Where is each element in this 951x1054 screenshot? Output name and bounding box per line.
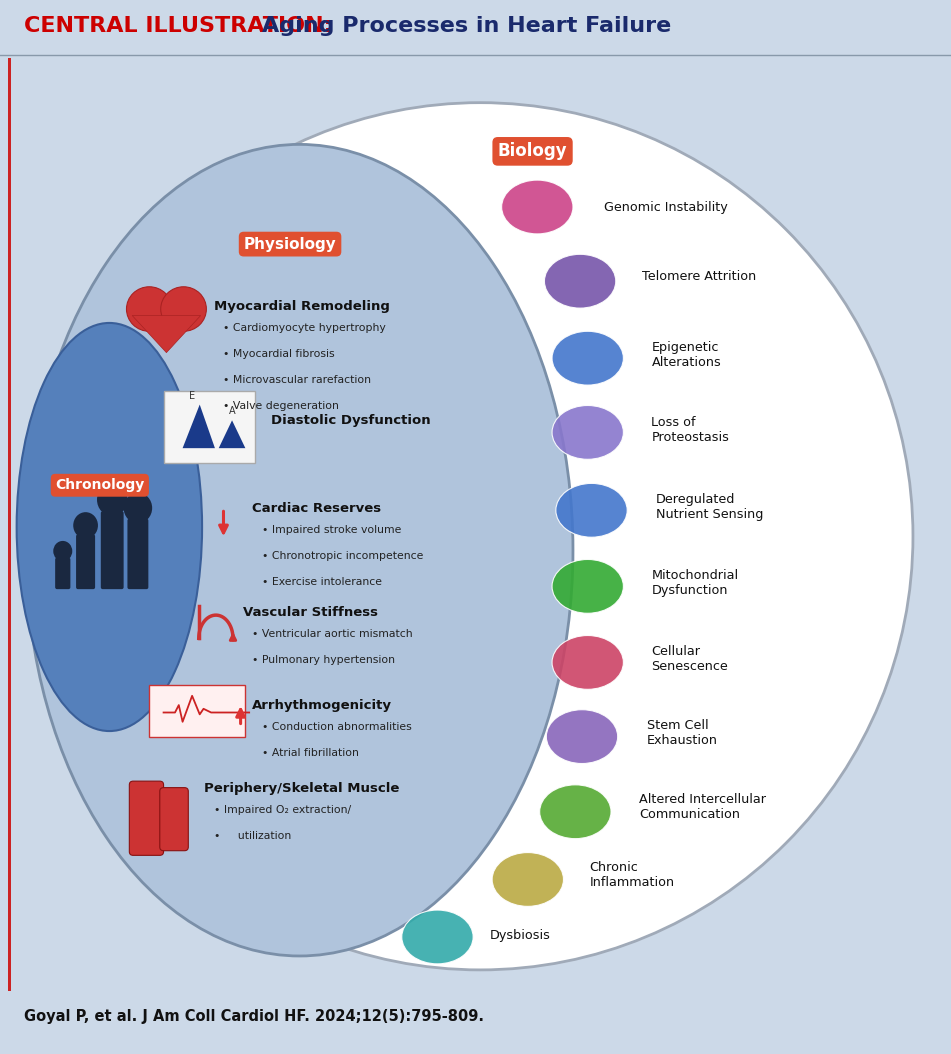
Text: CENTRAL ILLUSTRATION:: CENTRAL ILLUSTRATION: — [24, 16, 332, 36]
Ellipse shape — [540, 785, 611, 839]
FancyBboxPatch shape — [101, 511, 124, 589]
Ellipse shape — [552, 560, 624, 613]
Text: Diastolic Dysfunction: Diastolic Dysfunction — [271, 414, 431, 427]
Ellipse shape — [501, 180, 573, 234]
Text: • Conduction abnormalities: • Conduction abnormalities — [262, 722, 411, 731]
FancyBboxPatch shape — [76, 534, 95, 589]
Text: Vascular Stiffness: Vascular Stiffness — [243, 606, 378, 619]
Ellipse shape — [17, 323, 202, 731]
Text: • Valve degeneration: • Valve degeneration — [223, 401, 340, 411]
Text: Arrhythmogenicity: Arrhythmogenicity — [252, 699, 392, 711]
Text: • Impaired O₂ extraction/: • Impaired O₂ extraction/ — [214, 805, 351, 815]
Ellipse shape — [544, 254, 616, 308]
Ellipse shape — [126, 287, 172, 331]
Text: Deregulated
Nutrient Sensing: Deregulated Nutrient Sensing — [656, 492, 764, 521]
Text: • Myocardial fibrosis: • Myocardial fibrosis — [223, 349, 335, 359]
Ellipse shape — [552, 331, 624, 385]
Text: Altered Intercellular
Communication: Altered Intercellular Communication — [639, 793, 767, 821]
Text: • Chronotropic incompetence: • Chronotropic incompetence — [262, 551, 423, 561]
Text: Mitochondrial
Dysfunction: Mitochondrial Dysfunction — [651, 569, 739, 597]
Text: Physiology: Physiology — [243, 236, 337, 252]
Ellipse shape — [493, 853, 564, 906]
Text: Stem Cell
Exhaustion: Stem Cell Exhaustion — [647, 719, 718, 747]
Ellipse shape — [27, 144, 573, 956]
Text: Loss of
Proteostasis: Loss of Proteostasis — [651, 415, 729, 444]
Text: Genomic Instability: Genomic Instability — [604, 200, 728, 214]
Ellipse shape — [552, 636, 624, 689]
Text: Aging Processes in Heart Failure: Aging Processes in Heart Failure — [262, 16, 670, 36]
Ellipse shape — [161, 287, 206, 331]
Text: Telomere Attrition: Telomere Attrition — [642, 270, 756, 284]
FancyBboxPatch shape — [55, 558, 70, 589]
Text: E: E — [189, 391, 195, 401]
Text: Chronic
Inflammation: Chronic Inflammation — [590, 861, 675, 889]
Text: • Impaired stroke volume: • Impaired stroke volume — [262, 525, 401, 535]
Ellipse shape — [552, 406, 624, 460]
Ellipse shape — [73, 512, 98, 539]
FancyBboxPatch shape — [160, 787, 188, 851]
Text: Goyal P, et al. J Am Coll Cardiol HF. 2024;12(5):795-809.: Goyal P, et al. J Am Coll Cardiol HF. 20… — [24, 1009, 484, 1023]
Text: Myocardial Remodeling: Myocardial Remodeling — [214, 299, 390, 313]
Text: • Atrial fibrillation: • Atrial fibrillation — [262, 747, 359, 758]
Text: • Cardiomyocyte hypertrophy: • Cardiomyocyte hypertrophy — [223, 323, 386, 333]
Text: Dysbiosis: Dysbiosis — [490, 929, 551, 941]
Text: A: A — [229, 406, 235, 415]
Ellipse shape — [546, 709, 618, 763]
Polygon shape — [183, 405, 215, 448]
Ellipse shape — [97, 484, 127, 516]
FancyBboxPatch shape — [129, 781, 164, 856]
FancyBboxPatch shape — [164, 391, 255, 463]
Ellipse shape — [555, 484, 628, 538]
Text: • Pulmonary hypertension: • Pulmonary hypertension — [252, 655, 395, 665]
Text: Periphery/Skeletal Muscle: Periphery/Skeletal Muscle — [204, 782, 399, 795]
Ellipse shape — [53, 541, 72, 562]
Text: Cellular
Senescence: Cellular Senescence — [651, 645, 728, 672]
Ellipse shape — [401, 910, 474, 963]
Text: Chronology: Chronology — [55, 479, 145, 492]
Ellipse shape — [124, 492, 152, 523]
Text: Cardiac Reserves: Cardiac Reserves — [252, 502, 381, 515]
Text: • Exercise intolerance: • Exercise intolerance — [262, 578, 381, 587]
Text: • Ventricular aortic mismatch: • Ventricular aortic mismatch — [252, 629, 413, 639]
FancyBboxPatch shape — [127, 519, 148, 589]
Ellipse shape — [48, 102, 913, 970]
Text: •     utilization: • utilization — [214, 832, 291, 841]
FancyBboxPatch shape — [149, 685, 245, 737]
Text: Biology: Biology — [497, 142, 568, 160]
Text: • Microvascular rarefaction: • Microvascular rarefaction — [223, 375, 372, 385]
Polygon shape — [219, 421, 245, 448]
Text: Epigenetic
Alterations: Epigenetic Alterations — [651, 341, 721, 369]
Polygon shape — [132, 315, 201, 353]
